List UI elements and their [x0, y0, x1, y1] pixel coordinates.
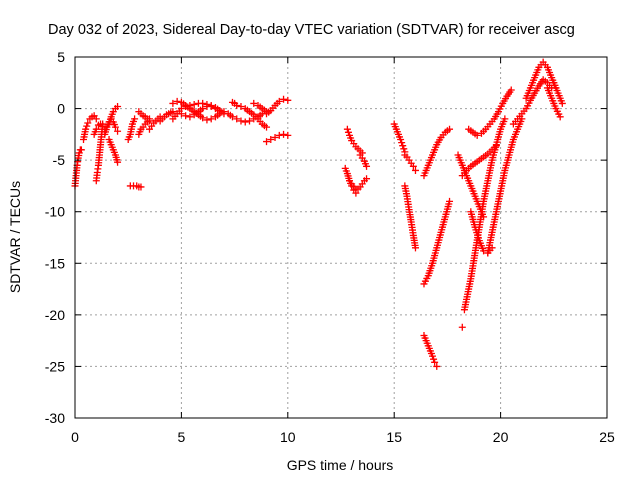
- data-point: [433, 362, 441, 370]
- data-point: [82, 125, 90, 133]
- data-point: [233, 101, 241, 109]
- data-point: [501, 115, 509, 123]
- x-tick-label: 10: [280, 429, 296, 445]
- data-point: [203, 103, 211, 111]
- data-point: [275, 131, 283, 139]
- data-point: [429, 352, 437, 360]
- x-tick-label: 15: [386, 429, 402, 445]
- data-point: [114, 158, 122, 166]
- data-point: [267, 136, 275, 144]
- data-point: [411, 166, 419, 174]
- data-point: [430, 355, 438, 363]
- data-point: [111, 123, 119, 131]
- data-point: [458, 323, 466, 331]
- y-tick-label: -20: [45, 307, 65, 323]
- data-point: [203, 116, 211, 124]
- data-point: [131, 115, 139, 123]
- data-point: [280, 130, 288, 138]
- data-point: [169, 99, 177, 107]
- data-point: [169, 108, 177, 116]
- data-point: [250, 99, 258, 107]
- data-point: [446, 125, 454, 133]
- y-tick-label: -25: [45, 358, 65, 374]
- data-point: [207, 101, 215, 109]
- y-tick-label: 0: [57, 101, 65, 117]
- data-point: [241, 118, 249, 126]
- data-point: [237, 103, 245, 111]
- data-point: [216, 107, 224, 115]
- data-point: [84, 119, 92, 127]
- data-point: [271, 133, 279, 141]
- data-point: [114, 127, 122, 135]
- data-point: [363, 162, 371, 170]
- data-point: [199, 105, 207, 113]
- data-point: [83, 122, 91, 130]
- x-tick-label: 0: [71, 429, 79, 445]
- data-point: [284, 96, 292, 104]
- data-point: [77, 146, 85, 154]
- data-point: [190, 100, 198, 108]
- data-point: [228, 113, 236, 121]
- data-point: [263, 138, 271, 146]
- data-point: [137, 183, 145, 191]
- data-points: [71, 58, 566, 370]
- y-tick-label: -15: [45, 255, 65, 271]
- x-axis-label: GPS time / hours: [287, 457, 394, 473]
- data-point: [207, 115, 215, 123]
- data-point: [409, 162, 417, 170]
- axis-ticks: 0 5 10 15 20 25 -30 -25 -20 -15 -10 -5 0 5: [45, 49, 615, 445]
- data-point: [556, 113, 564, 121]
- data-point: [431, 358, 439, 366]
- data-point: [237, 117, 245, 125]
- data-point: [492, 142, 500, 150]
- data-point: [558, 99, 566, 107]
- y-tick-label: 5: [57, 49, 65, 65]
- data-point: [400, 145, 408, 153]
- data-point: [398, 139, 406, 147]
- data-point: [92, 125, 100, 133]
- data-point: [233, 115, 241, 123]
- data-point: [284, 131, 292, 139]
- data-point: [182, 112, 190, 120]
- data-point: [280, 95, 288, 103]
- y-tick-label: -5: [53, 152, 66, 168]
- data-point: [473, 131, 481, 139]
- data-point: [507, 86, 515, 94]
- data-point: [363, 175, 371, 183]
- data-point: [399, 142, 407, 150]
- data-point: [145, 117, 153, 125]
- data-point: [343, 125, 351, 133]
- data-point: [177, 110, 185, 118]
- data-point: [92, 115, 100, 123]
- x-tick-label: 5: [178, 429, 186, 445]
- grid: [75, 57, 607, 418]
- data-point: [275, 97, 283, 105]
- data-point: [397, 136, 405, 144]
- plot-frame: [74, 56, 608, 419]
- y-axis-label: SDTVAR / TECUs: [7, 181, 23, 293]
- data-point: [245, 117, 253, 125]
- data-point: [186, 113, 194, 121]
- data-point: [220, 108, 228, 116]
- data-point: [344, 128, 352, 136]
- chart-title: Day 032 of 2023, Sidereal Day-to-day VTE…: [48, 22, 575, 38]
- data-point: [446, 197, 454, 205]
- data-point: [173, 97, 181, 105]
- y-tick-label: -10: [45, 204, 65, 220]
- data-point: [199, 114, 207, 122]
- x-tick-label: 20: [493, 429, 509, 445]
- data-point: [263, 123, 271, 131]
- data-point: [411, 244, 419, 252]
- data-point: [114, 103, 122, 111]
- x-tick-label: 25: [599, 429, 615, 445]
- y-tick-label: -30: [45, 410, 65, 426]
